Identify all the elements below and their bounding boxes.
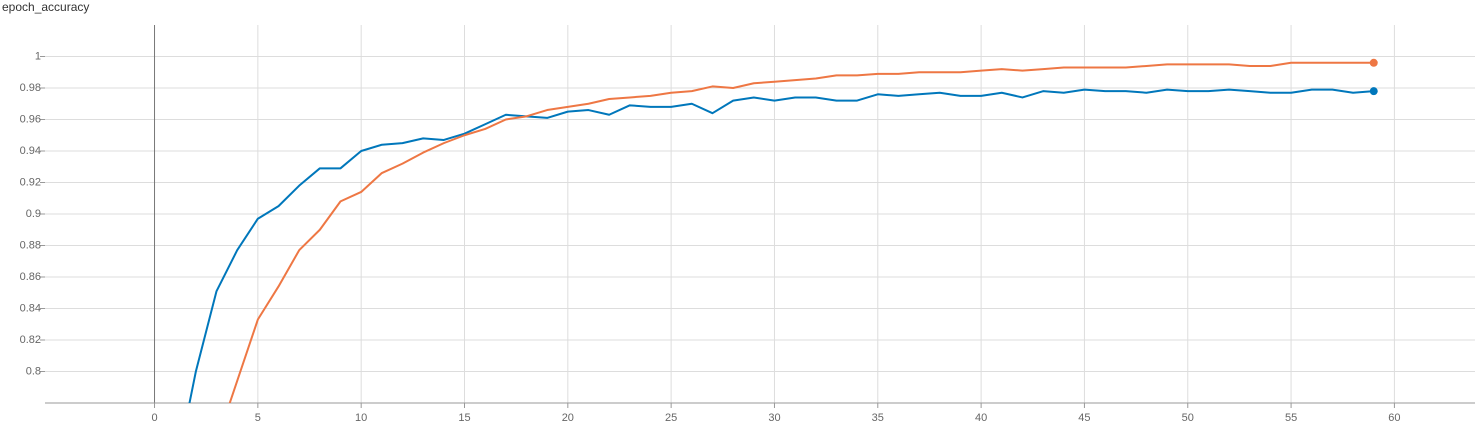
- x-tick-label: 45: [1078, 412, 1090, 424]
- end-marker: [1369, 87, 1378, 96]
- y-tick-label: 0.86: [20, 271, 41, 283]
- y-tick-label: 1: [35, 50, 41, 62]
- y-tick-label: 0.92: [20, 176, 41, 188]
- y-tick-label: 0.96: [20, 113, 41, 125]
- y-tick-label: 0.84: [20, 302, 41, 314]
- x-tick-label: 35: [872, 412, 884, 424]
- chart-title: epoch_accuracy: [2, 0, 89, 14]
- y-tick-label: 0.98: [20, 82, 41, 94]
- x-tick-label: 60: [1388, 412, 1400, 424]
- x-tick-label: 20: [562, 412, 574, 424]
- x-tick-label: 0: [151, 412, 157, 424]
- end-marker: [1369, 58, 1378, 67]
- series-line: [228, 61, 1374, 403]
- x-tick-label: 40: [975, 412, 987, 424]
- plot-area: [188, 61, 1374, 403]
- x-tick-label: 30: [768, 412, 780, 424]
- x-tick-label: 25: [665, 412, 677, 424]
- y-tick-label: 0.88: [20, 239, 41, 251]
- x-tick-label: 50: [1182, 412, 1194, 424]
- series-line: [188, 88, 1374, 403]
- x-tick-label: 15: [458, 412, 470, 424]
- x-tick-label: 5: [255, 412, 261, 424]
- x-tick-label: 10: [355, 412, 367, 424]
- x-tick-label: 55: [1285, 412, 1297, 424]
- y-tick-label: 0.8: [26, 365, 41, 377]
- y-tick-label: 0.9: [26, 208, 41, 220]
- y-tick-label: 0.94: [20, 145, 41, 157]
- y-tick-label: 0.82: [20, 334, 41, 346]
